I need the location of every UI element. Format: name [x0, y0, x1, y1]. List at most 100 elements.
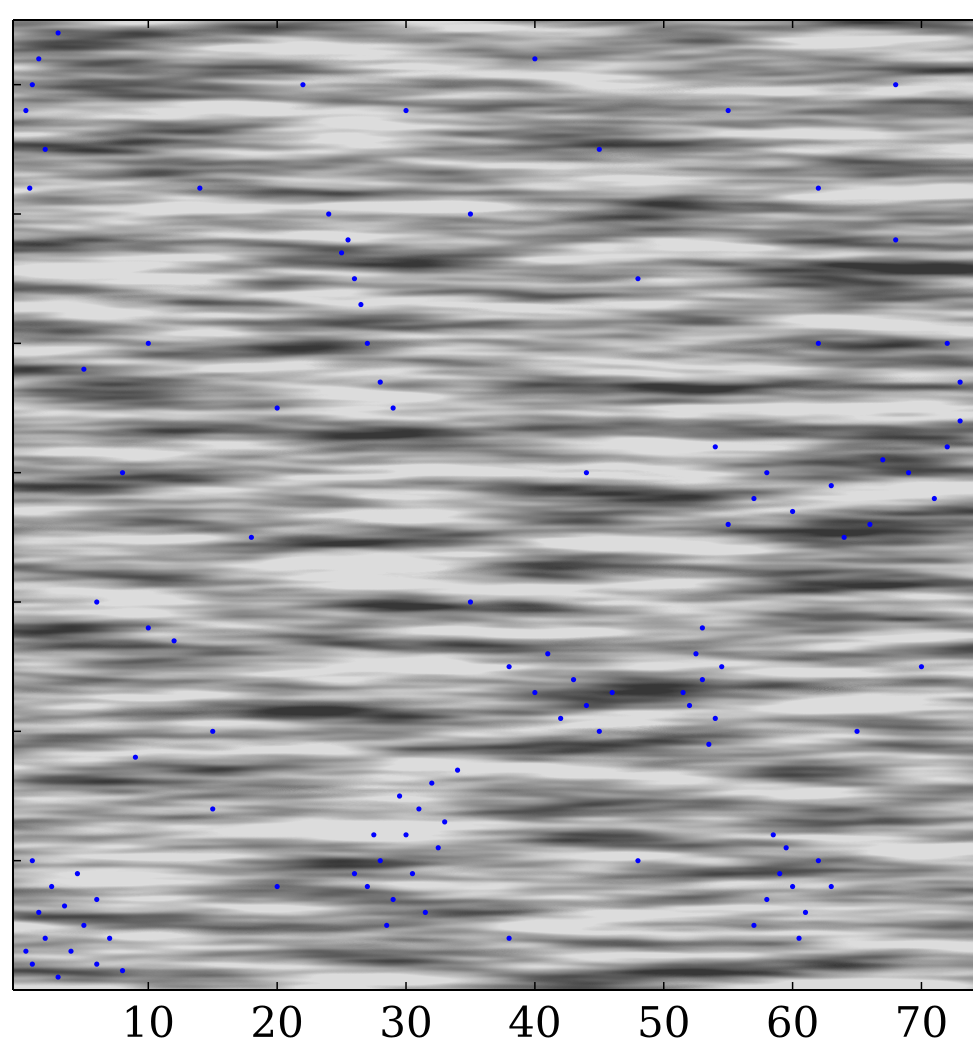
point [416, 806, 422, 812]
point [248, 534, 254, 540]
point [815, 340, 821, 346]
point [396, 793, 403, 799]
point [802, 909, 809, 916]
point [377, 858, 383, 864]
point [706, 741, 712, 747]
point [583, 702, 590, 709]
point [377, 379, 383, 385]
point [403, 107, 409, 114]
x-tick-label: 30 [379, 998, 432, 1045]
point [345, 237, 351, 243]
point [764, 470, 770, 476]
point [854, 728, 860, 734]
point [171, 638, 177, 644]
point [351, 871, 358, 877]
point [944, 340, 950, 346]
point [635, 276, 641, 282]
point [725, 521, 731, 528]
point [409, 871, 416, 877]
point [751, 495, 757, 502]
point [532, 56, 538, 62]
points [23, 30, 963, 980]
point [583, 470, 590, 476]
point [42, 935, 48, 941]
point [197, 185, 203, 191]
point [454, 767, 461, 773]
x-tick-label: 40 [508, 998, 561, 1045]
point [796, 935, 802, 941]
point [351, 276, 358, 282]
point [570, 677, 577, 683]
point [596, 728, 602, 734]
point [944, 444, 950, 450]
point [390, 896, 396, 903]
point [61, 903, 68, 909]
point [893, 82, 899, 88]
point [751, 922, 757, 928]
point [506, 935, 512, 941]
point [27, 185, 33, 191]
point [783, 845, 789, 851]
x-tick-label: 20 [250, 998, 303, 1045]
point [957, 379, 963, 385]
point [119, 470, 126, 476]
point [828, 483, 834, 489]
point [55, 974, 61, 980]
point [81, 366, 87, 372]
point [719, 664, 725, 670]
point [145, 625, 151, 631]
point [210, 806, 216, 812]
point [558, 715, 564, 722]
point [815, 185, 821, 191]
point [371, 832, 377, 838]
point [609, 689, 615, 696]
point [712, 715, 718, 722]
point [145, 340, 151, 346]
point [274, 883, 280, 890]
point [545, 651, 551, 657]
point [764, 896, 770, 903]
point [384, 922, 390, 928]
point [358, 301, 364, 308]
point [29, 82, 35, 88]
x-tick-label: 50 [637, 998, 690, 1045]
point [880, 457, 886, 463]
x-tick-label: 70 [895, 998, 948, 1045]
point [596, 146, 602, 152]
point [422, 909, 428, 916]
background-texture [13, 20, 973, 990]
point [442, 819, 448, 825]
point [957, 418, 963, 424]
point [815, 858, 821, 864]
point [893, 237, 899, 243]
point [841, 534, 847, 540]
point [94, 896, 100, 903]
point [23, 107, 29, 114]
point [94, 961, 100, 967]
point [429, 780, 435, 786]
point [74, 871, 81, 877]
point [81, 922, 87, 928]
point [364, 340, 370, 346]
point [107, 935, 113, 941]
point [36, 56, 42, 62]
point [132, 754, 139, 760]
point [364, 883, 370, 890]
point [42, 146, 48, 152]
point [49, 883, 55, 890]
axes: 10 20 30 40 50 60 70 [12, 19, 973, 1045]
point [931, 495, 937, 502]
point [789, 508, 796, 515]
point [467, 211, 474, 217]
point [29, 961, 35, 967]
point [68, 948, 74, 954]
point [300, 82, 306, 88]
point [274, 405, 280, 411]
point [725, 107, 731, 114]
point [338, 250, 345, 256]
point [29, 858, 35, 864]
point [23, 948, 29, 954]
x-tick-label: 60 [766, 998, 819, 1045]
point [390, 405, 396, 411]
